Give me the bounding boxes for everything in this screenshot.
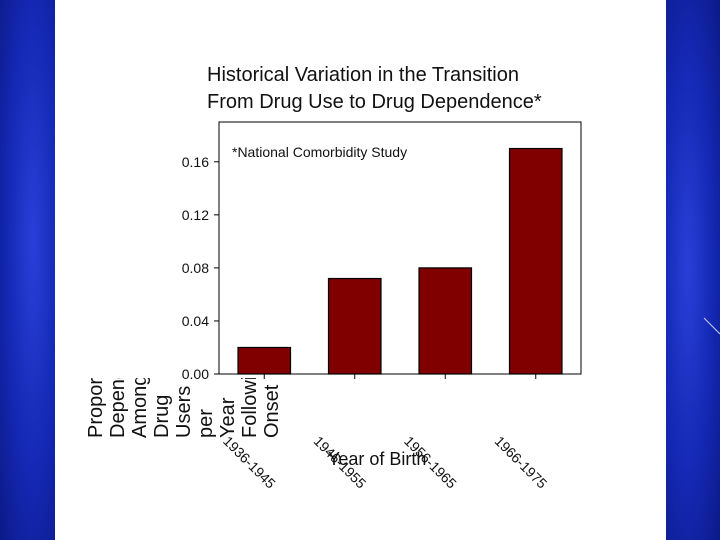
chart-title-line-1: Historical Variation in the Transition: [207, 64, 519, 86]
decorative-line: [703, 317, 720, 335]
plot-frame: [218, 121, 582, 375]
y-tick-label: 0.16: [182, 154, 209, 170]
x-tick-label: 1966-1975: [492, 433, 551, 492]
x-tick-label: 1936-1945: [220, 433, 279, 492]
bar-1936-1945: [237, 346, 292, 375]
bar-1946-1955: [327, 277, 382, 375]
y-tick-label: 0.00: [182, 366, 209, 382]
slide-background-right: [666, 0, 720, 540]
slide-background-left: [0, 0, 55, 540]
chart-annotation: *National Comorbidity Study: [232, 144, 408, 160]
bar-1956-1965: [418, 267, 473, 375]
y-tick-label: 0.04: [182, 313, 209, 329]
y-tick-label: 0.12: [182, 207, 209, 223]
slide-panel: [55, 0, 666, 540]
x-axis-label: Year of Birth: [328, 449, 427, 469]
chart-title-line-2: From Drug Use to Drug Dependence*: [207, 91, 542, 113]
y-axis-label: Proportion Dependent Among Drug Users pe…: [85, 378, 283, 438]
y-tick-label: 0.08: [182, 260, 209, 276]
bar-1966-1975: [508, 147, 563, 375]
